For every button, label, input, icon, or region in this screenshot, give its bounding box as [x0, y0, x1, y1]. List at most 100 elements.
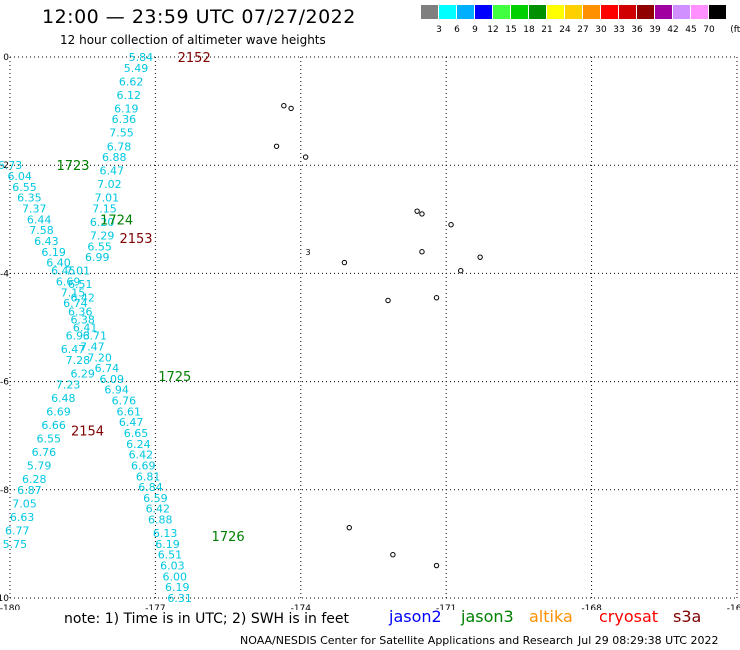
swh-value: 6.69 — [131, 459, 156, 472]
axis-labels: -180 -177 -174 -171 -168 -165 0 -2 -4 -6 -8 -10 — [0, 53, 740, 610]
scale-label: 70 — [703, 25, 715, 35]
swh-value: 6.69 — [56, 276, 81, 289]
swh-value: 6.62 — [119, 75, 144, 88]
swh-value: 6.73 — [0, 159, 22, 172]
track-time-label: 1726 — [212, 530, 245, 545]
swh-value: 6.24 — [126, 438, 151, 451]
scale-label: 33 — [613, 25, 625, 35]
swh-value: 6.55 — [37, 432, 62, 445]
legend-jason3: jason3 — [461, 607, 514, 626]
swh-value: 6.44 — [27, 213, 52, 226]
scale-swatch — [637, 5, 654, 19]
scale-label: 36 — [631, 25, 643, 35]
swh-value: 7.37 — [22, 202, 47, 215]
scale-unit-label: (ft) — [730, 25, 740, 35]
island-outline — [385, 297, 391, 304]
track-time-label: 1723 — [56, 159, 89, 174]
swh-value: 6.55 — [12, 181, 37, 194]
swh-value: 6.03 — [160, 560, 185, 573]
scale-label: 39 — [649, 25, 661, 35]
swh-value: 7.15 — [61, 286, 86, 299]
swh-value: 6.47 — [100, 165, 125, 178]
x-tick-label: -174 — [291, 604, 312, 610]
scale-swatch — [421, 5, 438, 19]
swh-value: 6.51 — [158, 549, 183, 562]
x-tick-label: -177 — [145, 604, 165, 610]
swh-value: 6.78 — [107, 140, 132, 153]
scale-swatch — [511, 5, 528, 19]
swh-value: 6.04 — [7, 170, 32, 183]
swh-value: 6.74 — [95, 362, 120, 375]
swh-value: 5.84 — [129, 51, 154, 64]
swh-value: 6.88 — [148, 514, 173, 527]
swh-value: 5.49 — [124, 62, 149, 75]
swh-value: 6.66 — [41, 419, 66, 432]
scale-label: 42 — [667, 25, 679, 35]
header-title: 12:00 — 23:59 UTC 07/27/2022 — [42, 6, 356, 28]
swh-value: 6.19 — [41, 246, 66, 259]
swh-value: 6.99 — [85, 251, 110, 264]
island-outline — [433, 562, 440, 569]
swh-value: 6.42 — [129, 449, 154, 462]
swh-value: 6.93 — [66, 330, 91, 343]
swh-value: 6.45 — [51, 265, 76, 278]
stray-label: 3 — [306, 248, 311, 257]
swh-value: 6.59 — [143, 492, 168, 505]
scale-swatch — [619, 5, 636, 19]
scale-label: 12 — [487, 25, 499, 35]
scale-swatch — [493, 5, 510, 19]
swh-value: 6.38 — [70, 313, 95, 326]
swh-value: 6.69 — [46, 405, 71, 418]
scale-swatch — [691, 5, 708, 19]
scale-swatch — [565, 5, 582, 19]
swh-value: 6.77 — [5, 524, 30, 537]
island-outline — [281, 102, 287, 109]
scale-label: 6 — [454, 25, 460, 35]
swh-value: 6.19 — [155, 538, 180, 551]
swh-value: 6.43 — [34, 235, 59, 248]
y-tick-label: -8 — [0, 486, 9, 496]
scale-swatch — [439, 5, 456, 19]
scale-label: 3 — [436, 25, 442, 35]
scale-label: 30 — [595, 25, 607, 35]
swh-value: 6.42 — [70, 292, 95, 305]
swh-value: 6.28 — [22, 473, 47, 486]
swh-value: 7.58 — [29, 224, 54, 237]
swh-value: 6.40 — [46, 257, 71, 270]
swh-value: 6.81 — [136, 470, 161, 483]
swh-value: 6.36 — [112, 113, 137, 126]
swh-value: 6.42 — [146, 503, 171, 516]
swh-value: 6.76 — [112, 395, 137, 408]
scale-label: 9 — [472, 25, 478, 35]
swh-value: 7.28 — [66, 354, 91, 367]
footer-credit-time: Jul 29 08:29:38 UTC 2022 — [578, 634, 719, 647]
swh-value: 6.47 — [61, 343, 86, 356]
swh-value: 6.71 — [83, 330, 108, 343]
x-tick-label: -180 — [0, 604, 20, 610]
scale-swatch — [529, 5, 546, 19]
islands — [273, 102, 483, 569]
legend-jason2: jason2 — [389, 607, 442, 626]
island-outline — [390, 552, 396, 558]
swh-value: 6.13 — [153, 527, 178, 540]
swh-value: 6.00 — [163, 570, 188, 583]
scale-swatch — [457, 5, 474, 19]
scale-label: 24 — [559, 25, 571, 35]
y-tick-label: 0 — [3, 53, 9, 63]
scale-label: 27 — [577, 25, 589, 35]
swh-value: 5.79 — [27, 459, 52, 472]
swh-value: 6.65 — [124, 427, 149, 440]
y-tick-label: -2 — [0, 161, 9, 171]
swh-value: 7.29 — [90, 230, 115, 243]
stray-labels: 3 — [306, 248, 311, 257]
scale-swatch — [475, 5, 492, 19]
track-time-label: 2152 — [178, 51, 211, 66]
track-time-label: 1725 — [158, 370, 191, 385]
footer-credit: NOAA/NESDIS Center for Satellite Applica… — [240, 634, 574, 647]
swh-value: 6.09 — [100, 373, 125, 386]
track-times: 2152 1723 1724 2153 1725 2154 1726 — [56, 51, 244, 545]
swh-value: 7.01 — [66, 265, 91, 278]
swh-value: 7.23 — [56, 378, 81, 391]
swh-value: 6.76 — [32, 446, 57, 459]
swh-value: 6.41 — [73, 322, 98, 335]
